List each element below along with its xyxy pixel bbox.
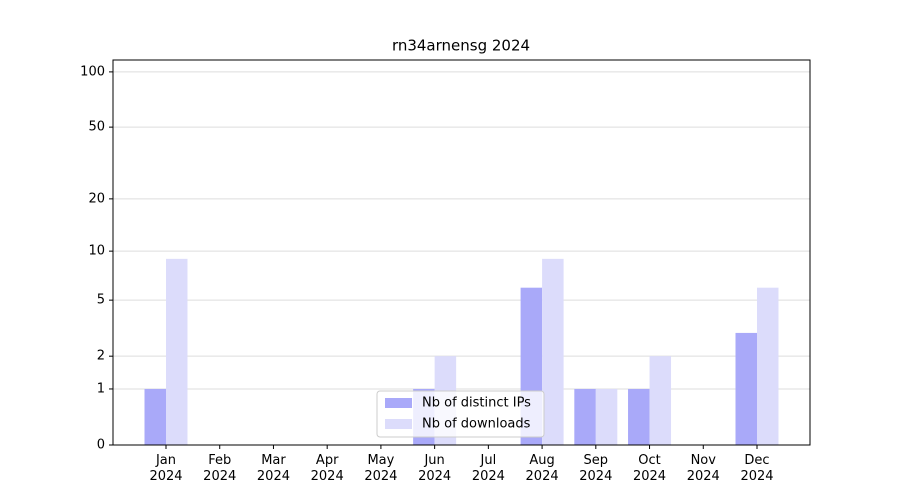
x-tick-label: Dec 2024 bbox=[740, 453, 774, 484]
legend: Nb of distinct IPs Nb of downloads bbox=[376, 390, 545, 438]
x-tick-label: May 2024 bbox=[364, 453, 398, 484]
x-tick-label: Feb 2024 bbox=[203, 453, 237, 484]
x-tick-label: Mar 2024 bbox=[256, 453, 290, 484]
bar bbox=[757, 287, 779, 445]
legend-swatch bbox=[385, 419, 412, 429]
x-tick-label: Apr 2024 bbox=[310, 453, 344, 484]
x-tick-label: Oct 2024 bbox=[632, 453, 667, 484]
plot-frame bbox=[112, 59, 811, 446]
bar bbox=[574, 388, 596, 445]
x-tick-label: Nov 2024 bbox=[686, 453, 720, 484]
bar bbox=[595, 388, 618, 445]
bar bbox=[649, 356, 672, 445]
y-tick-label: 50 bbox=[88, 120, 105, 135]
legend-label: Nb of distinct IPs bbox=[422, 396, 531, 411]
bar bbox=[542, 258, 564, 445]
x-tick-label: Sep 2024 bbox=[579, 453, 613, 484]
bar bbox=[144, 388, 166, 445]
legend-label: Nb of downloads bbox=[422, 417, 531, 432]
chart-title: rn34arnensg 2024 bbox=[392, 37, 530, 55]
x-tick-label: Jul 2024 bbox=[471, 453, 505, 484]
y-tick-label: 5 bbox=[97, 293, 105, 308]
x-tick-label: Jan 2024 bbox=[149, 453, 183, 484]
y-tick-label: 10 bbox=[88, 244, 105, 259]
y-tick-label: 1 bbox=[97, 381, 105, 396]
y-tick-label: 2 bbox=[97, 349, 105, 364]
bar bbox=[628, 388, 650, 445]
x-tick-label: Jun 2024 bbox=[418, 453, 452, 484]
legend-box bbox=[376, 390, 545, 438]
bar bbox=[735, 332, 757, 445]
legend-swatch bbox=[385, 398, 412, 408]
bar bbox=[166, 258, 188, 445]
y-tick-label: 0 bbox=[97, 438, 105, 453]
y-tick-label: 100 bbox=[80, 64, 105, 79]
x-tick-label: Aug 2024 bbox=[525, 453, 559, 484]
y-tick-label: 20 bbox=[88, 191, 105, 206]
